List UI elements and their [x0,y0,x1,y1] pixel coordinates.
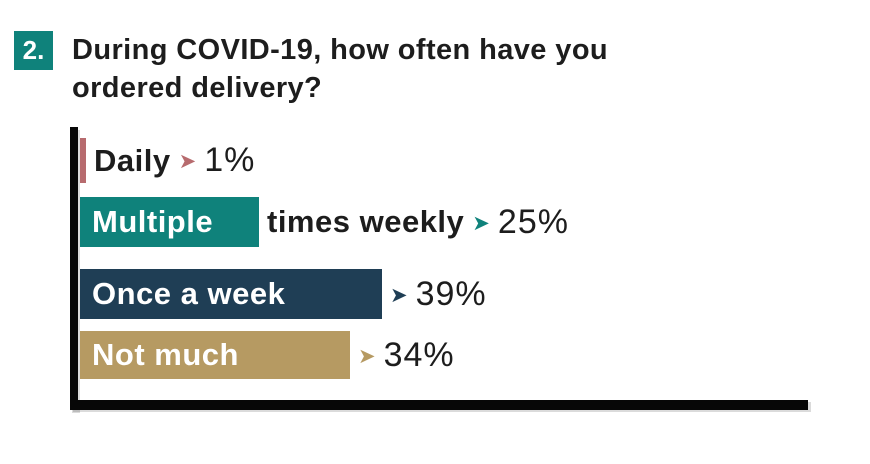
y-axis-line [70,127,78,410]
bar-label-on-bar: Multiple [92,204,214,239]
right-arrowhead-icon: ➤ [358,343,376,368]
bar-row-not-much: Not much ➤ 34% [80,331,455,379]
bar-label-off-bar: times weekly [267,204,465,239]
bar [80,331,350,379]
percent-value: 1% [204,141,256,179]
right-arrowhead-icon: ➤ [472,210,490,235]
percent-value: 34% [383,335,455,374]
question-title-line1: During COVID-19, how often have you [72,34,609,66]
right-arrowhead-icon: ➤ [178,149,197,173]
bar [80,269,382,319]
bar-row-daily: Daily ➤ 1% [80,138,255,183]
bar-label-off-bar: Daily [94,142,171,178]
bar [80,138,86,183]
question-number: 2. [22,35,45,65]
question-title: During COVID-19, how often have you orde… [72,31,608,107]
percent-value: 39% [415,274,487,313]
x-axis-line [70,400,808,410]
bar-row-multiple-times-weekly: Multiple times weekly ➤ 25% [80,197,569,247]
question-number-badge: 2. [14,31,53,70]
bar [80,197,259,247]
bar-row-once-a-week: Once a week ➤ 39% [80,269,487,319]
percent-value: 25% [497,202,569,241]
question-title-line2: ordered delivery? [72,72,323,104]
bar-label-on-bar: Once a week [92,276,286,311]
right-arrowhead-icon: ➤ [390,282,408,307]
bar-label-on-bar: Not much [92,337,239,372]
